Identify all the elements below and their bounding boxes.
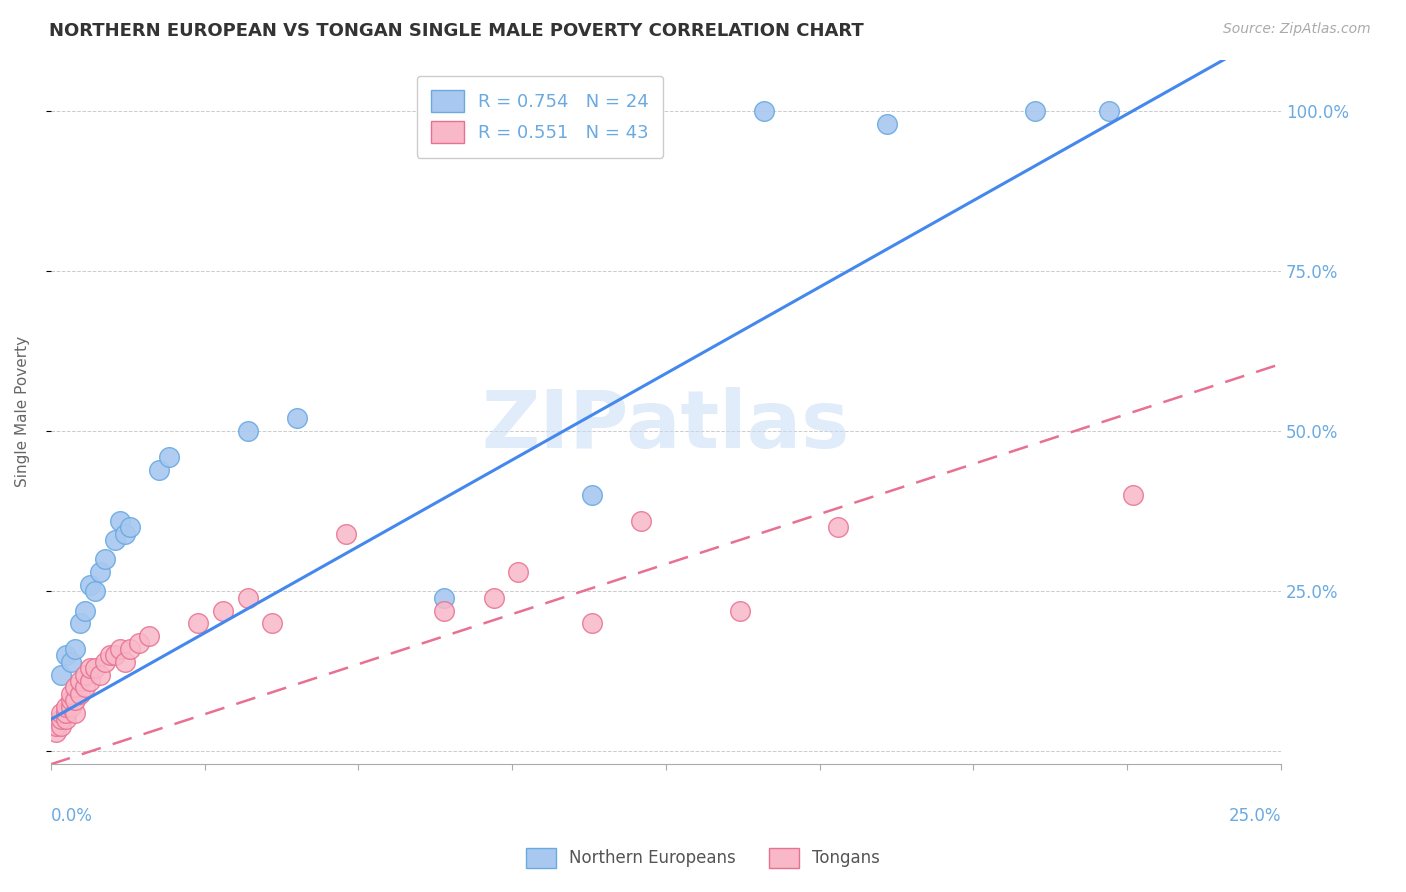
Point: [236, 591, 259, 605]
Point: [55, 648, 77, 663]
Text: Source: ZipAtlas.com: Source: ZipAtlas.com: [1223, 22, 1371, 37]
Point: [55, 713, 77, 727]
Point: [75, 681, 97, 695]
Point: [876, 117, 898, 131]
Point: [1024, 103, 1046, 118]
Point: [65, 681, 87, 695]
Point: [75, 603, 97, 617]
Point: [89, 667, 111, 681]
Point: [49, 706, 72, 720]
Point: [433, 603, 456, 617]
Point: [55, 706, 77, 720]
Point: [59, 655, 82, 669]
Point: [433, 591, 456, 605]
Text: 0.0%: 0.0%: [51, 806, 93, 824]
Point: [482, 591, 505, 605]
Point: [89, 565, 111, 579]
Point: [69, 616, 91, 631]
Point: [508, 565, 530, 579]
Point: [1098, 103, 1121, 118]
Point: [138, 629, 160, 643]
Point: [754, 103, 776, 118]
Legend: R = 0.754   N = 24, R = 0.551   N = 43: R = 0.754 N = 24, R = 0.551 N = 43: [416, 76, 664, 158]
Point: [335, 526, 357, 541]
Point: [114, 655, 136, 669]
Point: [187, 616, 209, 631]
Point: [148, 462, 170, 476]
Point: [94, 655, 117, 669]
Text: NORTHERN EUROPEAN VS TONGAN SINGLE MALE POVERTY CORRELATION CHART: NORTHERN EUROPEAN VS TONGAN SINGLE MALE …: [49, 22, 863, 40]
Point: [49, 713, 72, 727]
Point: [827, 520, 849, 534]
Point: [65, 642, 87, 657]
Point: [98, 648, 121, 663]
Point: [118, 520, 141, 534]
Point: [65, 693, 87, 707]
Point: [59, 699, 82, 714]
Point: [262, 616, 284, 631]
Point: [69, 687, 91, 701]
Y-axis label: Single Male Poverty: Single Male Poverty: [15, 336, 30, 488]
Point: [79, 578, 101, 592]
Point: [59, 693, 82, 707]
Point: [75, 667, 97, 681]
Point: [104, 648, 127, 663]
Point: [236, 424, 259, 438]
Point: [128, 635, 150, 649]
Point: [79, 673, 101, 688]
Point: [69, 673, 91, 688]
Point: [84, 661, 107, 675]
Point: [55, 699, 77, 714]
Point: [49, 719, 72, 733]
Point: [728, 603, 751, 617]
Point: [65, 706, 87, 720]
Point: [581, 488, 603, 502]
Point: [114, 526, 136, 541]
Point: [45, 719, 67, 733]
Point: [45, 725, 67, 739]
Point: [285, 411, 308, 425]
Legend: Northern Europeans, Tongans: Northern Europeans, Tongans: [519, 841, 887, 875]
Point: [157, 450, 180, 464]
Point: [104, 533, 127, 547]
Point: [94, 552, 117, 566]
Point: [630, 514, 652, 528]
Point: [84, 584, 107, 599]
Point: [212, 603, 235, 617]
Point: [1122, 488, 1144, 502]
Point: [59, 687, 82, 701]
Text: ZIPatlas: ZIPatlas: [482, 387, 851, 465]
Point: [581, 616, 603, 631]
Point: [108, 642, 131, 657]
Point: [79, 661, 101, 675]
Point: [108, 514, 131, 528]
Text: 25.0%: 25.0%: [1229, 806, 1281, 824]
Point: [118, 642, 141, 657]
Point: [49, 667, 72, 681]
